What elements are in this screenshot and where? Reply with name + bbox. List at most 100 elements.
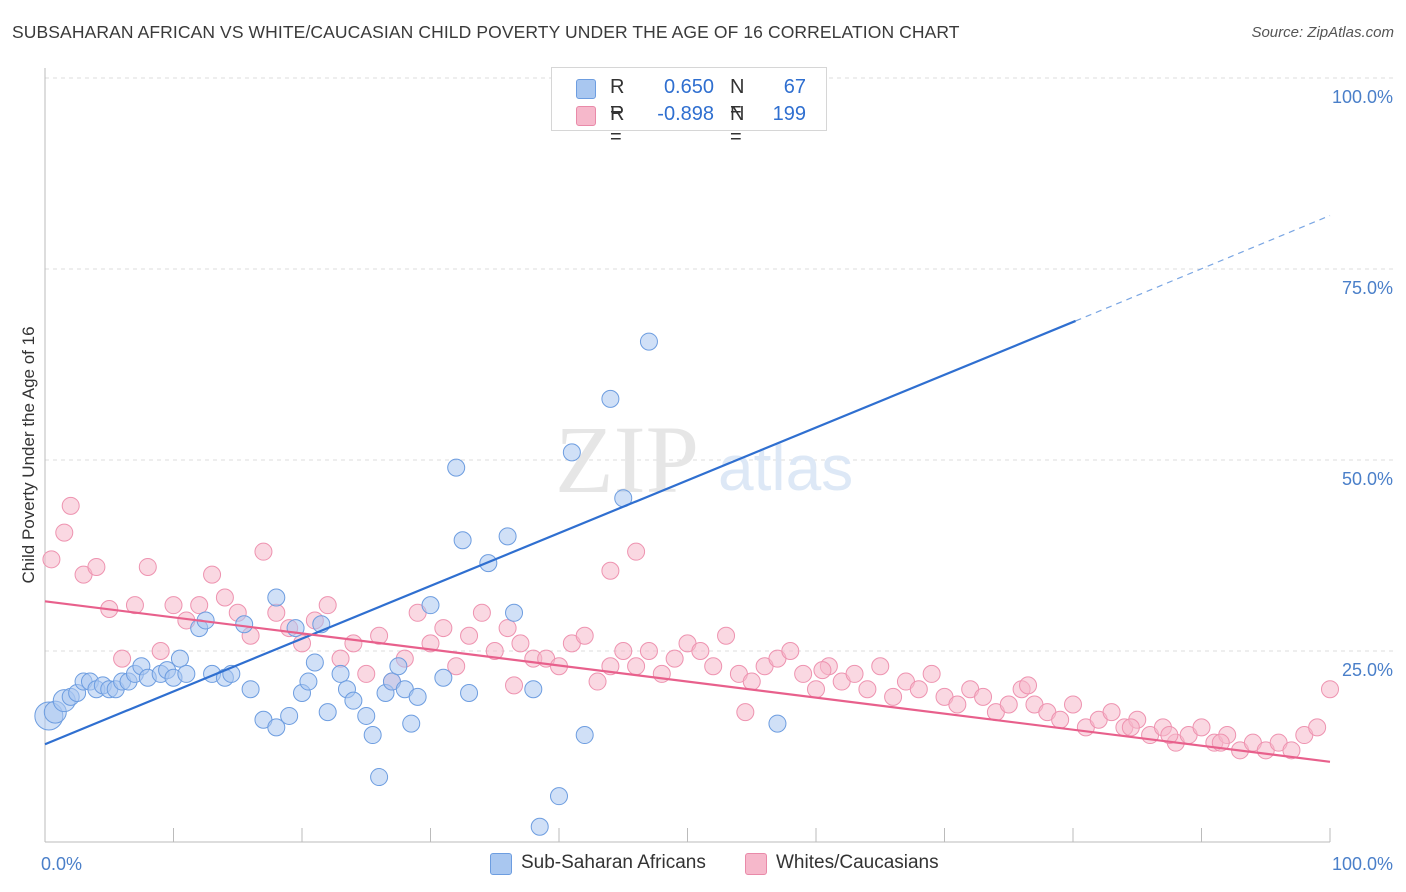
legend-r-value: -0.898 — [657, 103, 714, 125]
data-point-white — [267, 603, 286, 622]
data-point-subsaharan — [639, 332, 658, 351]
data-point-white — [87, 557, 106, 576]
data-point-white — [434, 619, 453, 638]
data-point-subsaharan — [331, 664, 350, 683]
data-point-subsaharan — [447, 458, 466, 477]
data-point-white — [293, 634, 311, 653]
data-point-subsaharan — [363, 726, 382, 745]
data-point-white — [588, 672, 607, 691]
data-point-subsaharan — [235, 615, 254, 634]
data-point-white — [1051, 710, 1070, 729]
data-point-subsaharan — [299, 672, 318, 691]
data-point-subsaharan — [575, 726, 594, 745]
data-point-subsaharan — [530, 817, 549, 836]
data-point-white — [627, 542, 646, 561]
data-point-white — [1192, 718, 1211, 737]
data-point-white — [344, 634, 363, 653]
y-tick-label: 100.0% — [1332, 87, 1393, 107]
data-point-white — [254, 542, 273, 561]
data-point-white — [55, 523, 74, 542]
correlation-legend: R = 0.650 N = 67 R = -0.898 N = 199 — [551, 67, 827, 148]
data-point-white — [1282, 741, 1301, 760]
data-point-white — [813, 661, 832, 680]
data-point-subsaharan — [768, 714, 787, 733]
legend-r-value: 0.650 — [663, 76, 714, 98]
data-point-white — [203, 565, 222, 584]
data-point-white — [113, 649, 132, 668]
data-point-subsaharan — [601, 389, 620, 408]
data-point-white — [948, 695, 967, 714]
data-point-subsaharan — [562, 443, 581, 462]
legend-n-label: N = — [730, 76, 745, 121]
data-point-white — [639, 642, 658, 660]
data-point-white — [151, 642, 170, 660]
data-point-white — [357, 664, 376, 683]
whites-caucasians-points — [42, 496, 1339, 760]
data-point-white — [164, 596, 183, 615]
data-point-white — [505, 676, 524, 695]
data-point-subsaharan — [402, 714, 421, 733]
legend-r-label: R = — [610, 103, 625, 148]
legend-swatch-blue — [576, 79, 596, 99]
data-point-white — [498, 619, 517, 638]
data-point-white — [190, 596, 209, 615]
data-point-white — [871, 657, 890, 676]
data-point-white — [1102, 703, 1121, 722]
data-point-white — [691, 642, 710, 660]
data-point-subsaharan — [524, 680, 543, 699]
chart-title: SUBSAHARAN AFRICAN VS WHITE/CAUCASIAN CH… — [12, 22, 960, 42]
data-point-white — [794, 664, 813, 683]
data-point-white — [331, 649, 350, 668]
bottom-legend-swatch-blue — [490, 853, 512, 875]
x-tick-labels: 0.0% 100.0% — [41, 854, 1393, 874]
data-point-white — [1019, 676, 1038, 695]
data-point-white — [485, 642, 504, 660]
data-point-subsaharan — [305, 653, 324, 672]
data-point-white — [370, 626, 389, 645]
data-point-white — [909, 680, 928, 699]
data-point-white — [614, 642, 633, 660]
data-point-white — [717, 626, 736, 645]
watermark-atlas: atlas — [718, 432, 853, 504]
data-point-subsaharan — [389, 657, 408, 676]
data-point-white — [781, 642, 800, 660]
data-point-white — [1121, 718, 1140, 737]
data-point-white — [884, 687, 903, 706]
data-point-subsaharan — [421, 596, 440, 615]
bottom-legend-swatch-pink — [745, 853, 767, 875]
data-point-white — [704, 657, 723, 676]
data-point-subsaharan — [460, 684, 479, 703]
data-point-white — [601, 561, 620, 580]
y-tick-label: 50.0% — [1342, 469, 1393, 489]
data-point-subsaharan — [170, 649, 189, 668]
data-point-white — [61, 496, 80, 515]
data-point-white — [974, 687, 993, 706]
data-point-subsaharan — [280, 706, 299, 725]
data-point-subsaharan — [408, 687, 427, 706]
data-point-white — [215, 588, 234, 607]
legend-n-value: 67 — [783, 76, 806, 98]
legend-swatch-pink — [576, 106, 596, 126]
data-point-white — [922, 664, 941, 683]
data-point-white — [421, 634, 440, 653]
grid-lines — [45, 77, 1395, 652]
data-point-subsaharan — [241, 680, 260, 699]
legend-n-label: N = — [730, 103, 745, 148]
data-point-subsaharan — [370, 768, 389, 787]
data-point-white — [742, 672, 761, 691]
data-point-white — [42, 550, 61, 569]
x-tick-label: 0.0% — [41, 854, 82, 874]
data-point-subsaharan — [434, 668, 453, 687]
data-point-white — [665, 649, 684, 668]
bottom-legend-label-pink: Whites/Caucasians — [776, 852, 939, 873]
data-point-white — [807, 680, 825, 699]
trendlines — [44, 214, 1331, 763]
data-point-white — [447, 657, 466, 676]
data-point-white — [511, 634, 530, 653]
data-point-subsaharan — [453, 531, 472, 550]
data-point-subsaharan — [505, 603, 524, 622]
data-point-white — [472, 603, 491, 622]
data-point-white — [1308, 718, 1327, 737]
source-label: Source: ZipAtlas.com — [1251, 24, 1394, 41]
